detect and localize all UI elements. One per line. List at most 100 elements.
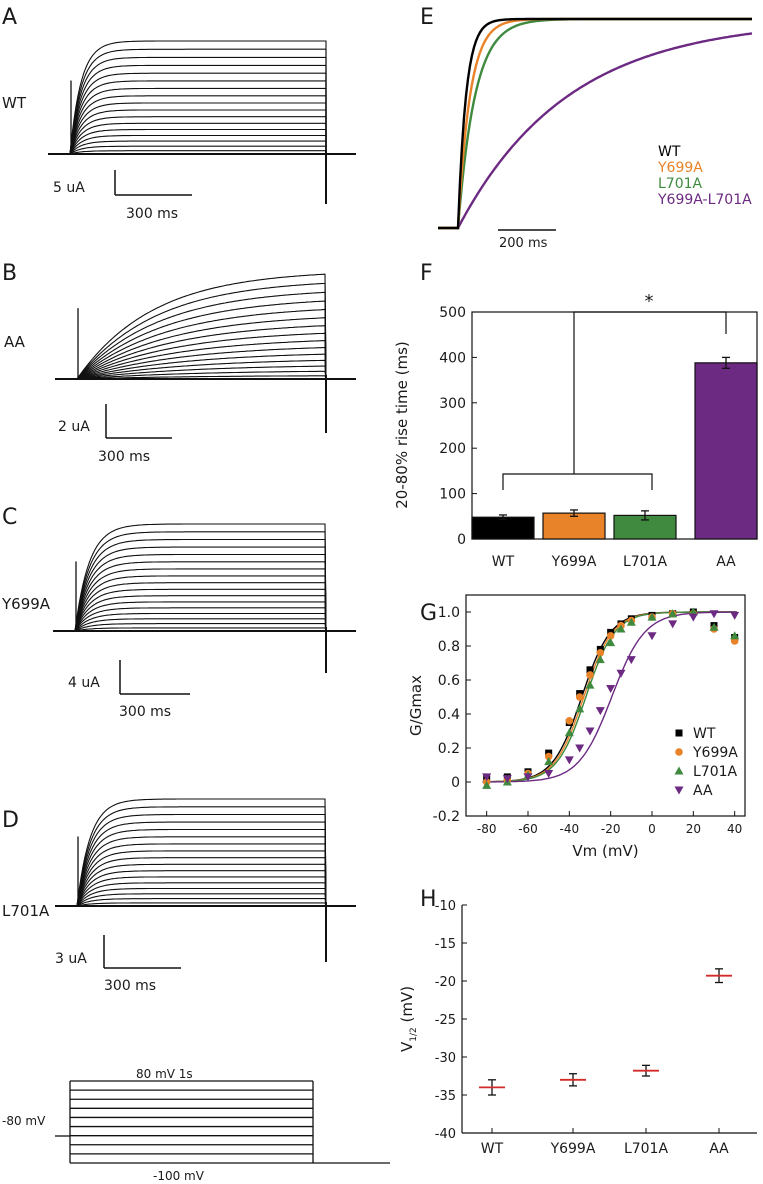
current-trace	[74, 561, 327, 632]
normalized-trace-wt	[438, 17, 752, 230]
panel-h-dot-chart: -40 -35 -30 -25 -20 -15 -10 WT Y699A L701A AA V1/2 …	[398, 899, 757, 1157]
x-tick-label: WT	[492, 554, 515, 570]
panel-b-traces	[55, 273, 356, 433]
current-trace	[74, 575, 327, 632]
legend-entry: Y699A-L701A	[657, 192, 752, 208]
data-point-wt	[586, 666, 594, 674]
current-trace	[69, 116, 327, 155]
y-tick-label: 0	[457, 532, 466, 548]
panel-e-scale-x: 200 ms	[499, 236, 548, 251]
x-tick-label: Y699A	[551, 554, 597, 570]
y-tick-label: 0.6	[438, 673, 460, 689]
y-tick-label: 0.8	[438, 639, 460, 655]
panel-c: C Y699A 4 uA 300 ms	[1, 505, 356, 720]
current-trace	[76, 365, 327, 380]
current-trace	[76, 282, 327, 380]
data-point-aa	[482, 773, 492, 782]
y-axis-label: 20-80% rise time (ms)	[393, 341, 411, 509]
data-point-aa	[730, 611, 740, 620]
panel-letter-b: B	[2, 261, 17, 286]
panel-letter-d: D	[2, 808, 19, 833]
data-point-aa	[575, 744, 585, 753]
current-trace	[69, 102, 327, 155]
data-point-l701a	[647, 612, 657, 621]
y-tick-label: 0.2	[438, 741, 460, 757]
current-trace	[76, 375, 327, 380]
current-trace	[74, 588, 327, 632]
x-tick-label: Y699A	[550, 1141, 596, 1157]
data-point-l701a	[730, 631, 740, 640]
current-trace	[69, 140, 327, 155]
panel-b-label: AA	[4, 333, 26, 351]
current-trace	[76, 370, 327, 380]
data-point-l701a	[626, 617, 636, 626]
panel-b-scale-y: 2 uA	[58, 419, 90, 435]
current-trace	[74, 601, 327, 632]
panel-d-scale-y: 3 uA	[55, 951, 87, 967]
panel-letter-h: H	[420, 887, 437, 912]
panel-f-bar-chart: 0 100 200 300 400 500 WT Y699A L701A AA * 20-80% ri…	[393, 291, 758, 570]
y-tick-label: -20	[435, 975, 456, 990]
x-tick-label: WT	[481, 1141, 504, 1157]
y-axis-label-unit: (mV)	[398, 986, 416, 1027]
y-tick-label: -15	[435, 937, 456, 952]
data-point-y699a	[544, 752, 553, 761]
current-trace	[76, 870, 327, 907]
panel-c-traces	[53, 523, 356, 673]
x-tick-label: L701A	[623, 554, 668, 570]
panel-letter-c: C	[2, 505, 17, 530]
data-point-aa	[688, 613, 698, 622]
data-point-l701a	[668, 609, 678, 618]
panel-g: G -0.2 0 0.2 0.4 0.6 0.8 1.0 -80 -60 -40 -20 0 20 40 V…	[407, 594, 746, 860]
current-trace	[69, 128, 327, 155]
current-trace	[76, 291, 327, 380]
data-point-y699a	[596, 649, 605, 657]
panel-a-scale-y: 5 uA	[53, 180, 85, 196]
y-tick-label: 200	[439, 441, 466, 457]
y-tick-label: 500	[439, 305, 466, 321]
current-trace	[74, 627, 327, 632]
current-trace	[76, 876, 327, 907]
significance-bracket	[502, 311, 727, 490]
data-point-aa	[647, 632, 657, 641]
panel-a-label: WT	[2, 94, 27, 112]
current-trace	[69, 80, 327, 155]
data-point-l701a	[616, 624, 626, 633]
current-trace	[74, 523, 327, 632]
y-tick-label: -30	[435, 1051, 456, 1066]
data-point-aa	[564, 756, 574, 765]
current-trace	[76, 882, 327, 907]
panel-c-scale-y: 4 uA	[68, 675, 100, 691]
panel-f: F 0 100 200 300 400 500 WT Y699A L701A AA * 20-80% …	[393, 261, 758, 570]
data-point-l701a	[544, 757, 554, 766]
legend-entry: Y699A	[657, 160, 703, 176]
panel-b: B AA 2 uA 300 ms	[2, 261, 356, 465]
data-point-aa	[626, 656, 636, 665]
data-point-l701a	[564, 728, 574, 737]
current-trace	[76, 850, 327, 907]
current-trace	[76, 821, 327, 907]
data-point-aa	[616, 669, 626, 678]
current-trace	[69, 134, 327, 155]
legend-label: L701A	[693, 764, 738, 780]
current-trace	[74, 531, 327, 632]
current-trace	[76, 308, 327, 380]
data-point-aa	[606, 685, 616, 693]
current-trace	[69, 150, 327, 155]
legend-label: Y699A	[692, 745, 738, 761]
current-trace	[69, 109, 327, 155]
current-trace	[74, 582, 327, 632]
current-trace	[76, 828, 327, 907]
data-point-l701a	[585, 680, 595, 689]
panel-d-scale-x: 300 ms	[104, 978, 156, 994]
data-point-l701a	[709, 622, 719, 631]
data-point-aa	[709, 610, 719, 619]
data-point-aa	[544, 770, 554, 778]
current-trace	[76, 325, 327, 380]
current-trace	[76, 898, 327, 907]
bar-aa	[694, 362, 758, 540]
data-point-aa	[585, 727, 595, 736]
current-trace	[76, 347, 327, 380]
legend-label: AA	[693, 783, 713, 799]
x-tick-label: -20	[601, 822, 621, 836]
